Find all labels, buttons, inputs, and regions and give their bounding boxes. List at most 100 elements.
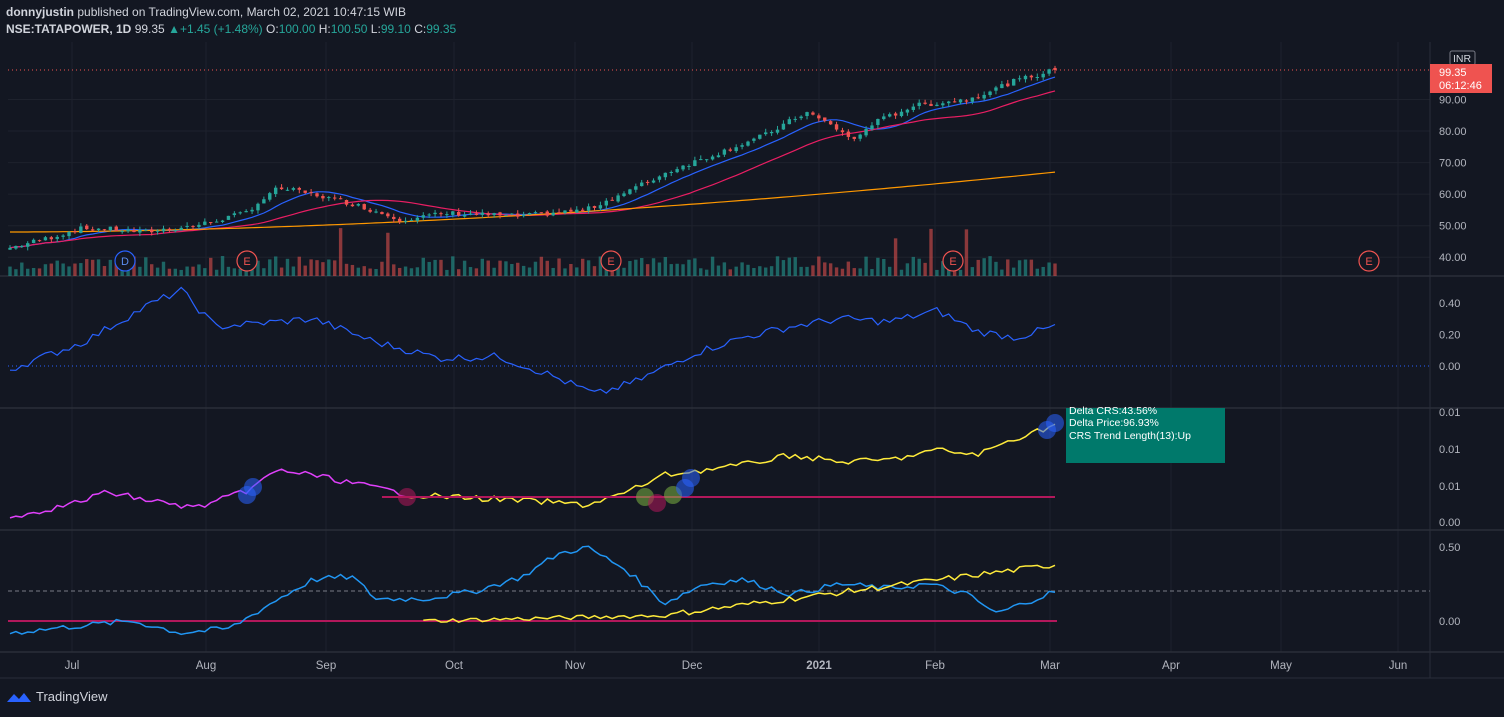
last-price: 99.35 xyxy=(134,22,165,36)
volume-bar xyxy=(728,269,732,276)
volume-bar xyxy=(474,268,479,276)
volume-bar xyxy=(734,266,738,276)
event-marker-e xyxy=(942,250,964,272)
time-label: Oct xyxy=(445,660,464,672)
volume-bar xyxy=(49,263,54,276)
volume-bar xyxy=(468,267,473,276)
volume-bar xyxy=(575,267,579,276)
volume-bar xyxy=(687,259,691,276)
candle-body xyxy=(580,209,585,211)
change-value: +1.45 (+1.48%) xyxy=(179,22,263,36)
volume-bar xyxy=(297,256,301,276)
candle-body xyxy=(640,182,644,187)
candle-body xyxy=(31,239,36,244)
volume-bar xyxy=(710,256,715,276)
candle-body xyxy=(462,214,467,217)
volume-bar xyxy=(232,268,237,276)
event-marker-e xyxy=(600,250,622,272)
volume-bar xyxy=(397,267,402,276)
candle-body xyxy=(203,221,207,225)
volume-bar xyxy=(161,261,166,276)
candle-body xyxy=(899,111,904,117)
volume-bar xyxy=(781,260,786,276)
candle-body xyxy=(220,220,225,223)
volume-bar xyxy=(291,266,296,276)
volume-bar xyxy=(1006,259,1010,276)
volume-bar xyxy=(569,263,573,276)
volume-bar xyxy=(893,238,898,276)
volume-bar xyxy=(870,269,874,276)
candle-body xyxy=(344,200,349,205)
candle-body xyxy=(149,229,154,233)
volume-bar xyxy=(1041,266,1045,276)
crs-line-up xyxy=(405,423,1056,509)
time-label: May xyxy=(1270,660,1292,672)
volume-bar xyxy=(220,256,225,276)
volume-bar xyxy=(238,268,242,276)
candle-body xyxy=(126,229,130,232)
volume-bar xyxy=(811,265,815,276)
volume-bar xyxy=(923,262,927,276)
time-label: Nov xyxy=(565,660,586,672)
symbol-title[interactable]: NSE:TATAPOWER, 1D xyxy=(6,22,132,36)
last-price-badge xyxy=(1430,64,1492,93)
candle-body xyxy=(504,214,508,216)
candle-body xyxy=(657,176,662,180)
volume-bar xyxy=(73,263,77,276)
candle-body xyxy=(521,214,526,217)
candle-body xyxy=(569,209,573,212)
volume-bar xyxy=(144,257,148,276)
time-label: Mar xyxy=(1040,660,1060,672)
volume-bar xyxy=(138,266,142,276)
candle-body xyxy=(823,117,827,121)
candle-body xyxy=(179,227,183,230)
candle-body xyxy=(14,245,18,249)
candle-body xyxy=(752,138,756,141)
candle-body xyxy=(244,211,248,213)
candle-body xyxy=(586,206,591,211)
volume-bar xyxy=(167,268,172,276)
volume-bar xyxy=(840,268,845,276)
volume-bar xyxy=(403,266,408,276)
volume-bar xyxy=(480,258,485,276)
candle-body xyxy=(43,237,48,241)
volume-bar xyxy=(994,261,998,276)
crs-tooltip: Delta CRS:43.56% Delta Price:96.93% CRS … xyxy=(1066,405,1225,463)
candle-body xyxy=(273,187,278,195)
volume-bar xyxy=(492,267,496,276)
candle-body xyxy=(26,243,30,247)
candle-body xyxy=(114,226,118,231)
volume-bar xyxy=(899,269,904,276)
publisher-name[interactable]: donnyjustin xyxy=(6,5,74,19)
candle-body xyxy=(563,210,567,213)
candle-body xyxy=(421,215,425,218)
footer[interactable]: TradingView xyxy=(6,689,108,704)
time-label: Feb xyxy=(925,660,945,672)
volume-bar xyxy=(85,259,89,276)
candle-body xyxy=(161,228,166,232)
osc3-tick: 0.50 xyxy=(1439,542,1460,554)
volume-bar xyxy=(8,266,12,276)
candle-body xyxy=(480,212,485,215)
volume-bar xyxy=(214,269,219,276)
volume-bar xyxy=(203,268,207,276)
candle-body xyxy=(457,211,461,216)
volume-bar xyxy=(20,262,24,276)
volume-bar xyxy=(539,256,544,276)
volume-bar xyxy=(315,260,319,276)
volume-bar xyxy=(338,228,343,276)
time-axis[interactable]: Jul Aug Sep Oct Nov Dec 2021 Feb Mar Apr May Jun xyxy=(65,660,1408,672)
candle-body xyxy=(710,156,715,160)
volume-bar xyxy=(545,260,549,276)
price-tick: 80.00 xyxy=(1439,126,1467,138)
candle-body xyxy=(8,247,12,250)
volume-bar xyxy=(917,258,921,276)
candle-body xyxy=(191,226,195,228)
volume-bar xyxy=(516,262,520,276)
osc2-tick: 0.01 xyxy=(1439,407,1460,419)
tooltip-box xyxy=(1066,408,1225,463)
volume-bar xyxy=(958,269,963,276)
